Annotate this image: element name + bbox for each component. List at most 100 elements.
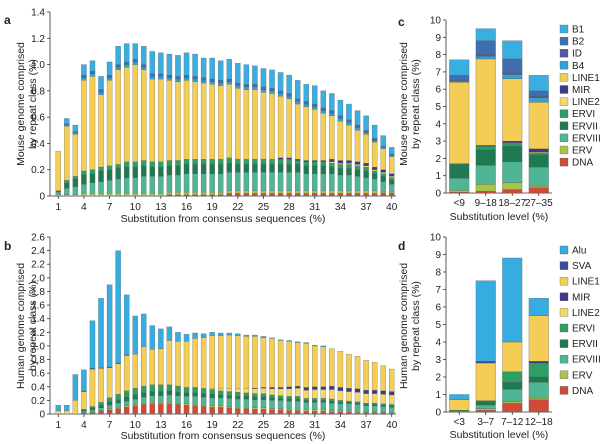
bar-segment-ERVIII <box>192 396 198 405</box>
bar-segment-LINE2 <box>235 388 241 393</box>
bar-segment-LINE1 <box>380 148 386 170</box>
bar-segment-ERVIII <box>260 172 267 191</box>
bar-segment-DNA <box>106 409 113 415</box>
bar-segment-B2 <box>158 73 164 77</box>
bar-segment-ERVI <box>132 388 138 396</box>
bar-segment-ERVI <box>363 402 369 405</box>
bar-segment-ERVIII <box>141 396 147 404</box>
bar-segment-ERVI <box>226 391 232 396</box>
bar-segment-ERVI <box>389 404 395 406</box>
bar-segment-ERVIII <box>166 174 173 193</box>
bar-segment-MIR <box>363 163 369 166</box>
bar-segment-ERVII <box>252 164 258 173</box>
bar-segment-MIR <box>269 387 275 389</box>
legend-swatch-ERV <box>559 370 569 379</box>
bar-segment-LINE1 <box>389 368 395 392</box>
bar-segment-B4 <box>141 67 147 70</box>
bar-segment-B4 <box>166 77 173 81</box>
bar-segment-ERVI <box>337 400 344 403</box>
bar-segment-B4 <box>64 124 70 127</box>
bar-segment-B2 <box>371 138 378 141</box>
bar-segment-B2 <box>243 84 250 88</box>
bar-segment-ERV <box>389 191 395 194</box>
panel-label-a: a <box>4 13 11 27</box>
bar-segment-B4 <box>312 106 318 110</box>
bar-segment-Alu <box>192 332 198 339</box>
legend-swatch-B4 <box>559 61 569 70</box>
bar-segment-ERVII <box>98 170 104 182</box>
bar-segment-B2 <box>380 145 386 148</box>
bar-segment-B1 <box>269 69 275 89</box>
bar-segment-ID <box>502 72 523 75</box>
bar-segment-LINE2 <box>209 388 215 390</box>
bar-segment-ERV <box>192 191 198 195</box>
bar-segment-ERVIII <box>260 399 267 408</box>
bar-segment-ERVIII <box>200 396 207 406</box>
bar-segment-B1 <box>303 84 309 102</box>
bar-segment-ERV <box>149 402 156 404</box>
bar-segment-LINE1 <box>337 120 344 161</box>
bar-segment-B2 <box>132 59 138 63</box>
bar-segment-ERVIII <box>294 400 301 410</box>
bar-segment-ERVI <box>252 393 258 398</box>
bar-segment-ERV <box>346 190 352 194</box>
bar-segment-ERVIII <box>371 405 378 413</box>
bar-segment-ERVI <box>312 398 318 401</box>
bar-segment-ERVII <box>183 392 190 397</box>
bar-segment-Alu <box>98 298 104 368</box>
bar-segment-ERVI <box>200 159 207 165</box>
bar-segment-LINE1 <box>209 84 215 160</box>
bar-segment-ERVIII <box>320 173 327 191</box>
bar-segment-LINE1 <box>158 348 164 385</box>
legend-label-MIR: MIR <box>572 85 590 96</box>
bar-segment-ERVI <box>115 164 121 169</box>
legend-swatch-SVA <box>559 261 569 270</box>
bar-segment-ERVI <box>286 396 292 400</box>
bar-segment-B2 <box>64 123 70 126</box>
bar-segment-ERVI <box>260 159 267 165</box>
legend-swatch-LINE1 <box>559 277 569 286</box>
bar-segment-ERVIII <box>449 178 470 191</box>
bar-segment-ERVI <box>166 160 173 166</box>
bar-segment-LINE1 <box>243 336 250 389</box>
bar-segment-Alu <box>312 345 318 347</box>
bar-segment-B2 <box>337 115 344 119</box>
x-tick-label: 7 <box>107 420 113 431</box>
bar-segment-ERVII <box>166 165 173 176</box>
panel-d: d 0 1 2 3 4 5 6 7 8 9 10 Human genome comprisedby re… <box>398 233 600 442</box>
bar-segment-ERVII <box>252 396 258 400</box>
bar-segment-LINE2 <box>286 388 292 397</box>
bar-segment-ERVI <box>81 170 87 176</box>
bar-segment-DNA <box>371 412 378 415</box>
bar-segment-ERVII <box>269 397 275 401</box>
bar-segment-ERVIII <box>132 177 138 194</box>
bar-segment-ERVI <box>346 400 352 403</box>
bar-segment-LINE1 <box>218 335 224 389</box>
legend-label-ERVII: ERVII <box>572 121 598 132</box>
bar-segment-B2 <box>277 90 284 94</box>
bar-segment-ERV <box>166 191 173 195</box>
bar-segment-Alu <box>449 394 470 400</box>
bar-segment-B1 <box>337 99 344 116</box>
legend-swatch-ERVII <box>559 339 569 348</box>
bar-segment-B1 <box>141 46 147 65</box>
y-tick-label: 8 <box>435 268 441 279</box>
bar-segment-ERV <box>294 409 301 411</box>
bar-segment-ERVI <box>235 392 241 397</box>
bar-segment-DNA <box>475 410 496 413</box>
bar-segment-ERVII <box>380 405 386 407</box>
bar-segment-ERVIII <box>329 173 335 191</box>
bar-segment-ERV <box>449 190 470 193</box>
bar-segment-ERVIII <box>98 407 104 411</box>
bar-segment-LINE1 <box>115 69 121 165</box>
bar-segment-ERV <box>72 194 79 197</box>
x-tick-label: 10 <box>130 202 142 213</box>
y-tick-label: 1.2 <box>31 34 45 45</box>
bar-segment-ERVII <box>277 398 284 401</box>
x-tick-label: 22 <box>232 420 244 431</box>
bar-segment-LINE2 <box>294 388 301 397</box>
bar-segment-LINE1 <box>175 341 181 387</box>
bar-segment-LINE2 <box>226 388 232 392</box>
bar-segment-B1 <box>320 90 327 109</box>
bar-segment-B4 <box>303 103 309 107</box>
